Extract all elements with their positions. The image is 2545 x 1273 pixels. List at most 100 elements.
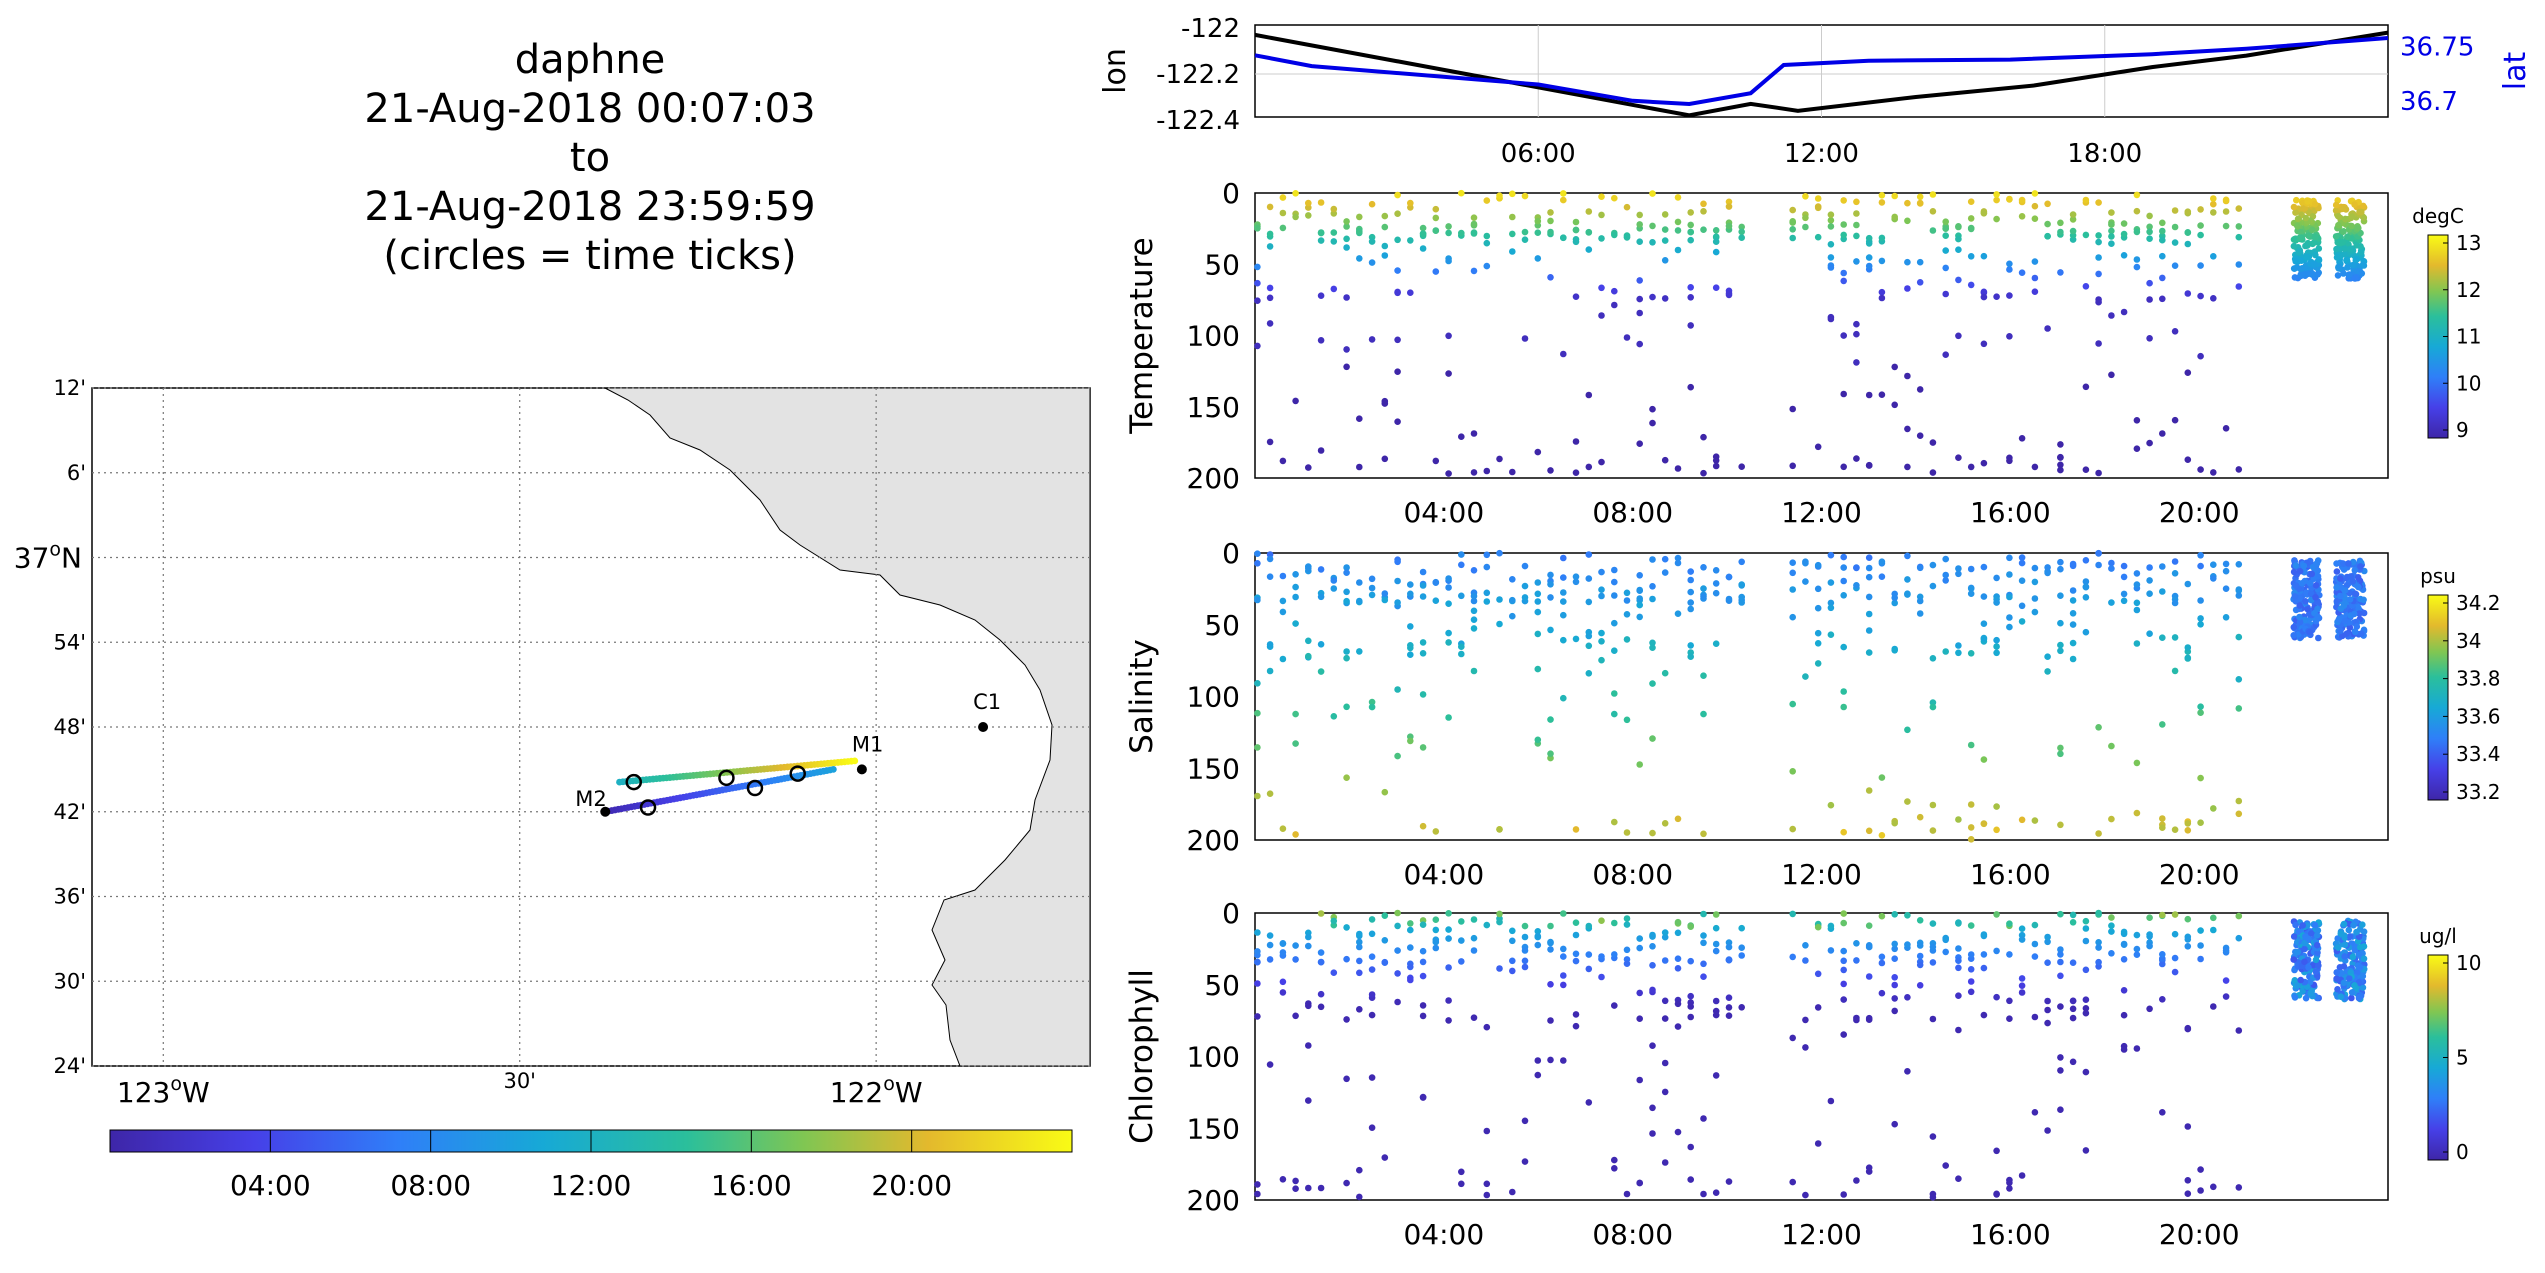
data-point <box>1445 926 1452 933</box>
data-point <box>2057 592 2064 599</box>
data-point <box>1980 1011 1988 1019</box>
data-point <box>1521 236 1529 243</box>
lon-axis-label: lon <box>1098 48 1133 94</box>
data-point <box>2235 592 2243 599</box>
data-point <box>2184 208 2192 215</box>
data-point <box>1343 218 1350 225</box>
data-point <box>1865 240 1873 247</box>
data-point <box>1840 390 1847 398</box>
data-point <box>1687 957 1694 965</box>
data-point <box>1496 915 1503 922</box>
data-point <box>2095 298 2102 306</box>
data-point <box>1470 220 1478 228</box>
data-point <box>1840 996 1847 1003</box>
data-point <box>1827 801 1835 809</box>
data-point <box>1458 433 1465 441</box>
data-point <box>1891 995 1898 1002</box>
data-point <box>1509 927 1516 935</box>
data-point <box>1611 1002 1618 1009</box>
data-point <box>1891 911 1898 918</box>
lon-tick-label: 122oW <box>830 1073 923 1109</box>
data-point <box>2197 231 2204 239</box>
data-point <box>2031 190 2039 197</box>
data-point <box>1712 1011 1720 1019</box>
data-point <box>2332 201 2340 209</box>
data-point <box>1317 229 1325 236</box>
data-point <box>1827 551 1835 559</box>
data-point <box>1649 405 1656 413</box>
data-point <box>1254 929 1261 936</box>
data-point <box>1993 643 2000 650</box>
data-point <box>1725 198 1733 206</box>
data-point <box>2297 228 2305 236</box>
data-point <box>1343 1075 1350 1083</box>
data-point <box>1955 816 1962 823</box>
data-point <box>1343 564 1350 571</box>
data-point <box>1712 911 1720 918</box>
data-point <box>1687 221 1694 229</box>
data-point <box>1560 196 1567 204</box>
data-point <box>1381 455 1389 463</box>
data-point <box>2133 1045 2141 1052</box>
data-point <box>2359 921 2366 928</box>
data-point <box>2171 558 2179 565</box>
data-point <box>1598 312 1605 319</box>
data-point <box>2120 928 2128 936</box>
data-point <box>1279 608 1287 616</box>
lat-tick-label: 30' <box>54 969 87 993</box>
data-point <box>2360 955 2368 962</box>
data-point <box>1356 969 1363 977</box>
data-point <box>1292 397 1299 405</box>
data-point <box>1343 924 1350 931</box>
data-point <box>1853 210 1860 217</box>
data-point <box>1980 252 1988 260</box>
data-point <box>1292 190 1299 197</box>
lon-tick-label: 30' <box>503 1069 536 1093</box>
data-point <box>2305 232 2312 239</box>
data-point <box>1534 1057 1542 1064</box>
data-point <box>1305 637 1312 645</box>
data-point <box>1266 320 1274 327</box>
data-point <box>2184 456 2192 464</box>
data-point <box>1394 418 1401 426</box>
data-point <box>1458 918 1465 925</box>
data-point <box>1343 1179 1350 1187</box>
data-point <box>1878 294 1886 302</box>
data-point <box>2069 562 2077 570</box>
data-point <box>2120 956 2128 963</box>
data-point <box>1636 572 1643 579</box>
data-point <box>1445 1017 1452 1024</box>
data-point <box>2146 223 2153 231</box>
data-point <box>2315 245 2323 252</box>
data-point <box>1687 236 1694 244</box>
data-point <box>2006 1179 2013 1187</box>
data-point <box>2301 945 2308 953</box>
data-point <box>1343 703 1350 711</box>
data-point <box>1700 593 1707 600</box>
data-point <box>1891 940 1898 948</box>
data-point <box>1700 469 1707 477</box>
data-point <box>1445 332 1452 340</box>
data-point <box>1521 922 1529 930</box>
data-point <box>2307 990 2315 997</box>
data-point <box>2057 750 2064 758</box>
data-point <box>1712 284 1720 292</box>
data-point <box>1942 555 1949 563</box>
data-point <box>1649 595 1656 603</box>
data-point <box>2133 191 2141 199</box>
data-point <box>2339 205 2347 212</box>
data-point <box>2210 926 2217 934</box>
data-point <box>1432 214 1440 222</box>
data-point <box>1266 956 1274 963</box>
data-point <box>2345 926 2353 934</box>
data-point <box>1904 199 1911 207</box>
data-point <box>1432 457 1440 465</box>
title-line-start: 21-Aug-2018 00:07:03 <box>364 86 816 132</box>
data-point <box>1317 668 1325 675</box>
data-point <box>2108 599 2115 606</box>
data-point <box>2159 996 2166 1003</box>
data-point <box>2210 1183 2217 1191</box>
data-point <box>1649 239 1656 246</box>
data-point <box>1993 1190 2000 1198</box>
data-point <box>2044 220 2051 228</box>
